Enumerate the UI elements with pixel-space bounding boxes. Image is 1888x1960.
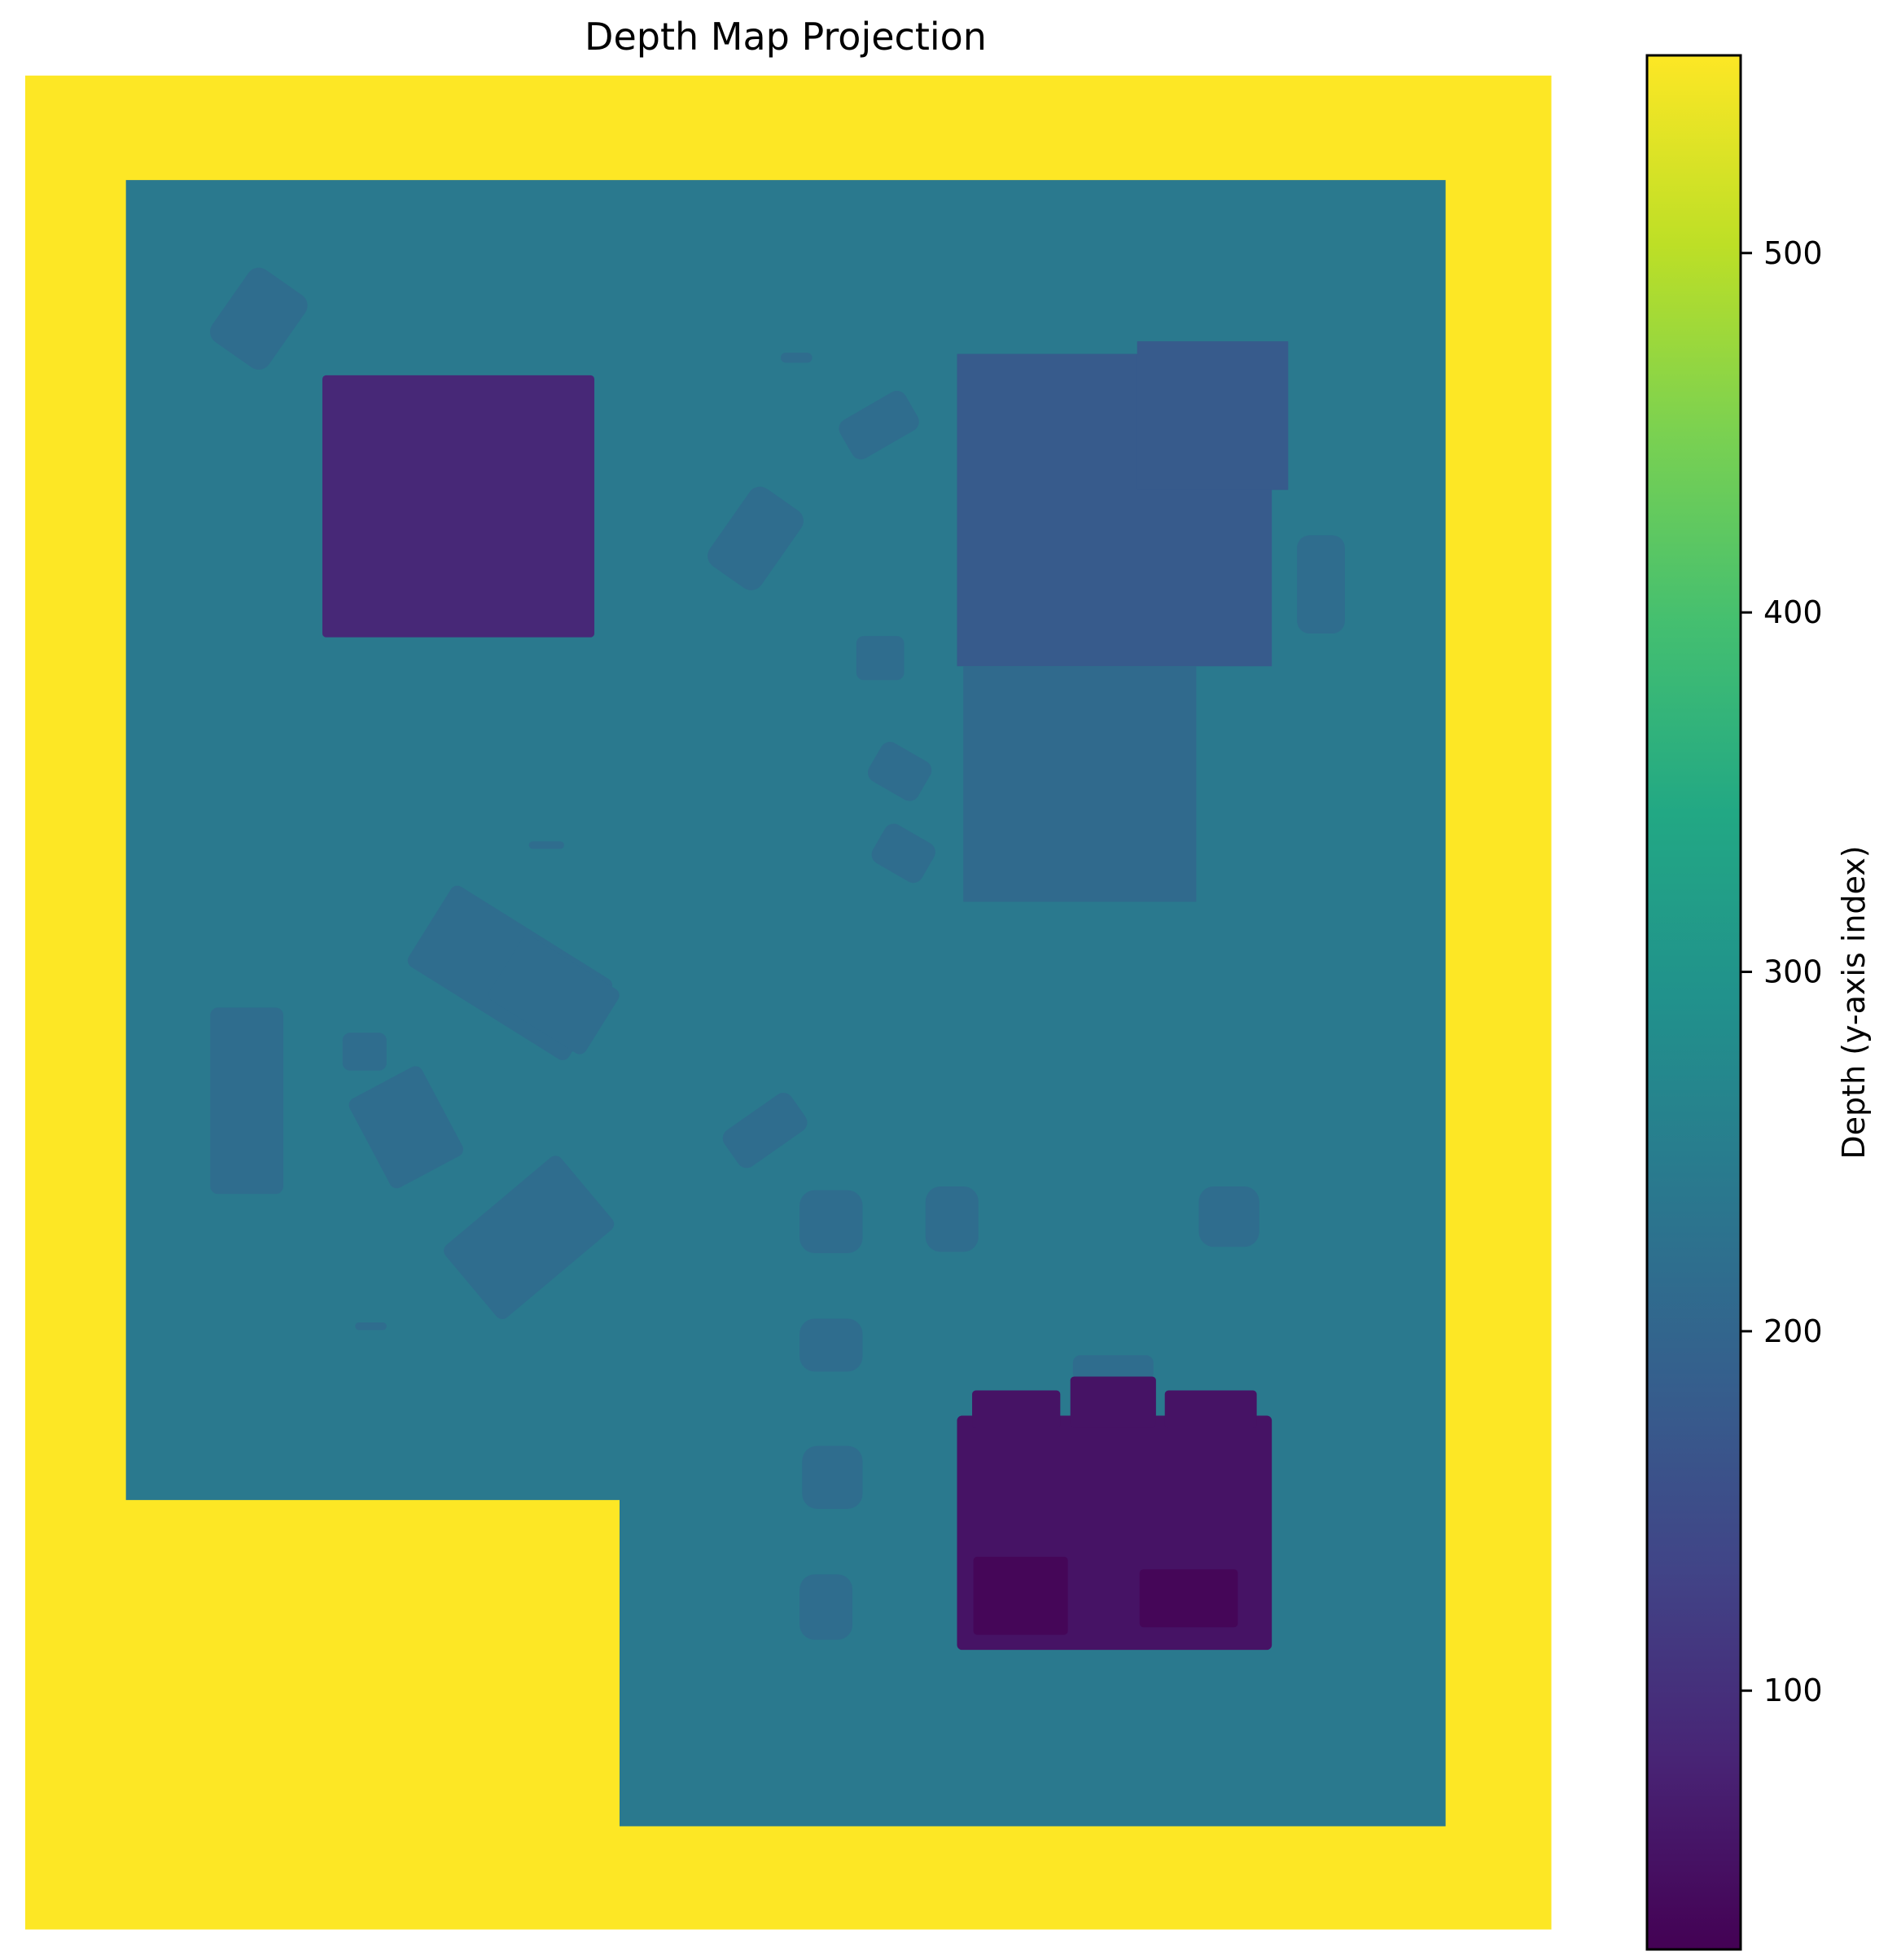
heatmap-object-square — [322, 375, 595, 638]
heatmap-small-object — [799, 1574, 853, 1640]
heatmap-small-object — [780, 353, 813, 363]
heatmap-small-object — [210, 1007, 284, 1195]
heatmap-small-object — [856, 636, 905, 681]
heatmap-small-object — [348, 1066, 463, 1189]
heatmap-small-object — [1072, 1355, 1154, 1381]
heatmap-small-object — [722, 1093, 808, 1169]
heatmap-object-cluster-dark — [1139, 1569, 1238, 1628]
colorbar-tick-label: 200 — [1763, 1313, 1823, 1349]
heatmap-small-object — [210, 267, 308, 370]
heatmap-small-object — [707, 486, 804, 590]
heatmap-object-cluster — [972, 1390, 1061, 1428]
heatmap-object-block — [1137, 341, 1289, 490]
heatmap-object-block — [963, 666, 1197, 902]
colorbar-tick-label: 500 — [1763, 235, 1823, 271]
heatmap-small-object — [839, 390, 919, 460]
heatmap-small-object — [799, 1318, 863, 1372]
colorbar-label: Depth (y-axis index) — [1836, 845, 1872, 1159]
heatmap-small-object — [871, 823, 935, 884]
heatmap-small-object — [802, 1445, 863, 1509]
heatmap-object-cluster — [1164, 1390, 1257, 1428]
colorbar-ticks: 100 200 300 400 500 — [1741, 235, 1823, 1708]
heatmap-small-object — [444, 1155, 615, 1319]
heatmap-small-object — [488, 936, 620, 1055]
colorbar-tick-label: 100 — [1763, 1673, 1823, 1708]
heatmap-small-object — [528, 841, 564, 849]
heatmap-small-object — [799, 1190, 863, 1253]
colorbar-tick-label: 400 — [1763, 594, 1823, 630]
heatmap-small-object — [1297, 535, 1345, 634]
heatmap-object-cluster-dark — [973, 1556, 1068, 1635]
heatmap-small-object — [1198, 1186, 1259, 1247]
heatmap-object-cluster — [1070, 1376, 1156, 1427]
heatmap-small-object — [355, 1322, 387, 1331]
heatmap-small-object — [867, 742, 932, 801]
colorbar-tick-label: 300 — [1763, 954, 1823, 989]
colorbar-gradient — [1645, 54, 1742, 1951]
heatmap-small-object — [925, 1186, 979, 1252]
heatmap-small-object — [342, 1033, 387, 1071]
chart-title: Depth Map Projection — [585, 15, 987, 59]
heatmap-layer — [24, 75, 1552, 1930]
